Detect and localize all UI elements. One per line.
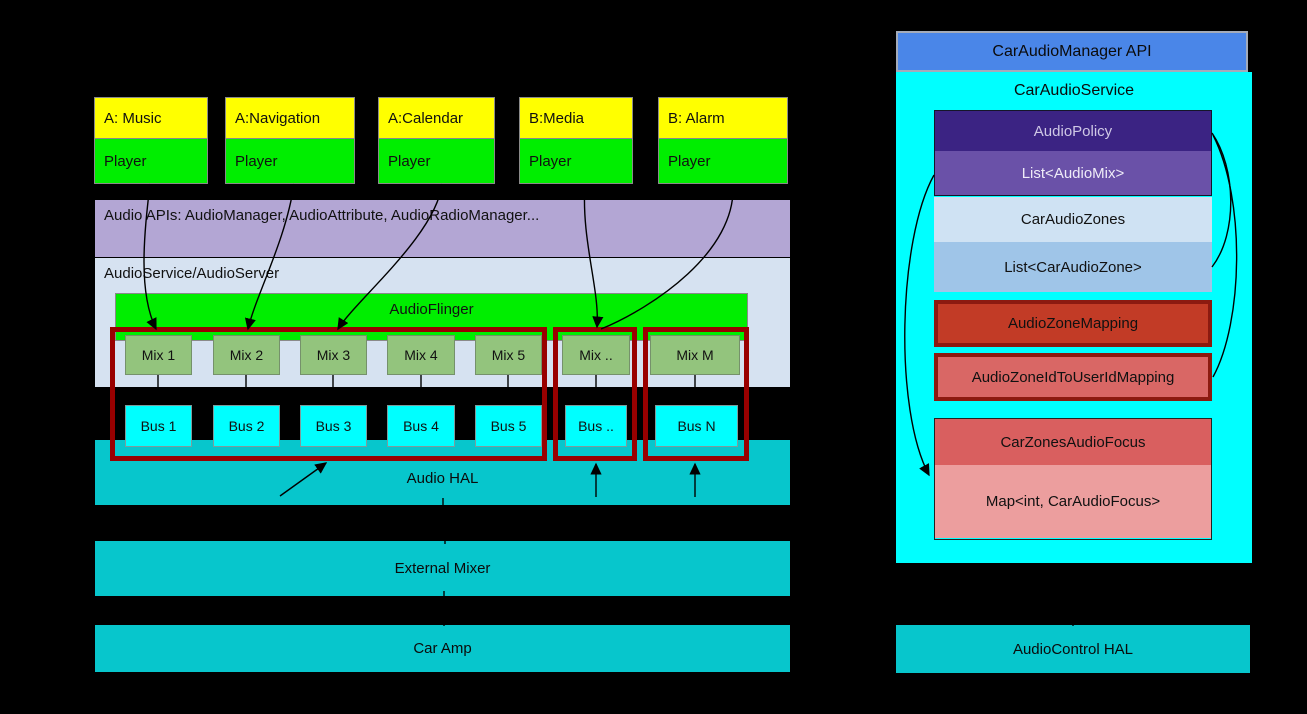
bus-box-2: Bus 2 — [213, 405, 280, 447]
mix-label: Mix 3 — [316, 347, 351, 363]
audio-zone-id-mapping-label: AudioZoneIdToUserIdMapping — [971, 368, 1175, 386]
app-label: B: Alarm — [668, 109, 725, 127]
mix-label: Mix M — [676, 347, 714, 363]
bus-label: Bus 4 — [403, 418, 439, 434]
bus-label: Bus .. — [578, 418, 614, 434]
bus-label: Bus 1 — [140, 418, 177, 434]
list-audiomix-label: List<AudioMix> — [1021, 164, 1125, 182]
app-label: B:Media — [529, 109, 585, 127]
car-audio-manager-api-bar: CarAudioManager API — [896, 31, 1248, 72]
bus-box-dots: Bus .. — [565, 405, 627, 447]
bus-box-3: Bus 3 — [300, 405, 367, 447]
list-caraudiozone-label: List<CarAudioZone> — [1004, 258, 1142, 276]
audio-hal-label: Audio HAL — [406, 470, 479, 487]
player-box-alarm: Player — [658, 139, 788, 184]
car-audio-manager-api-label: CarAudioManager API — [992, 42, 1152, 60]
audio-service-label: AudioService/AudioServer — [104, 265, 280, 282]
mix-label: Mix .. — [579, 347, 613, 363]
player-label: Player — [388, 152, 431, 170]
car-zones-audio-focus-block: CarZonesAudioFocus Map<int, CarAudioFocu… — [934, 418, 1212, 540]
audio-apis-label: Audio APIs: AudioManager, AudioAttribute… — [104, 207, 540, 224]
app-label: A:Calendar — [388, 109, 464, 127]
mix-box-3: Mix 3 — [300, 335, 367, 375]
external-mixer-bar: External Mixer — [95, 541, 790, 596]
car-audio-zones-label: CarAudioZones — [1020, 211, 1126, 228]
car-audio-service-label: CarAudioService — [1013, 82, 1135, 99]
audio-zone-mapping-box: AudioZoneMapping — [934, 300, 1212, 347]
mix-box-4: Mix 4 — [387, 335, 455, 375]
app-box-navigation: A:Navigation — [225, 97, 355, 139]
mix-box-2: Mix 2 — [213, 335, 280, 375]
app-box-alarm: B: Alarm — [658, 97, 788, 139]
app-box-media: B:Media — [519, 97, 633, 139]
player-box-music: Player — [94, 139, 208, 184]
mix-box-1: Mix 1 — [125, 335, 192, 375]
bus-label: Bus 2 — [228, 418, 265, 434]
map-caraudiofocus-box: Map<int, CarAudioFocus> — [935, 465, 1211, 538]
audio-policy-block: AudioPolicy List<AudioMix> — [934, 110, 1212, 196]
player-box-calendar: Player — [378, 139, 495, 184]
bus-label: Bus 3 — [315, 418, 352, 434]
car-amp-bar: Car Amp — [95, 625, 790, 672]
player-label: Player — [668, 152, 711, 170]
player-box-navigation: Player — [225, 139, 355, 184]
bus-box-4: Bus 4 — [387, 405, 455, 447]
audioflinger-bar: AudioFlinger — [115, 293, 748, 341]
player-label: Player — [529, 152, 572, 170]
mix-label: Mix 2 — [229, 347, 264, 363]
bus-box-n: Bus N — [655, 405, 738, 447]
list-audiomix-box: List<AudioMix> — [935, 151, 1211, 195]
map-caraudiofocus-label: Map<int, CarAudioFocus> — [985, 493, 1161, 510]
app-box-calendar: A:Calendar — [378, 97, 495, 139]
app-label: A: Music — [104, 109, 162, 127]
player-box-media: Player — [519, 139, 633, 184]
top-stub-lines — [151, 86, 706, 97]
app-label: A:Navigation — [235, 109, 321, 127]
bus-box-1: Bus 1 — [125, 405, 192, 447]
audio-policy-label: AudioPolicy — [1033, 122, 1113, 140]
player-label: Player — [104, 152, 147, 170]
bus-label: Bus N — [677, 418, 716, 434]
car-zones-audio-focus-box: CarZonesAudioFocus — [935, 419, 1211, 465]
audio-apis-layer: Audio APIs: AudioManager, AudioAttribute… — [95, 200, 790, 257]
audio-zone-id-to-user-id-mapping-box: AudioZoneIdToUserIdMapping — [934, 353, 1212, 401]
bus-box-5: Bus 5 — [475, 405, 542, 447]
app-box-music: A: Music — [94, 97, 208, 139]
mix-box-5: Mix 5 — [475, 335, 542, 375]
audio-hal-bar: Audio HAL — [95, 440, 790, 505]
car-amp-label: Car Amp — [413, 640, 472, 657]
mix-label: Mix 1 — [141, 347, 176, 363]
audiocontrol-hal-bar: AudioControl HAL — [896, 625, 1250, 673]
mix-label: Mix 5 — [491, 347, 526, 363]
car-zones-audio-focus-label: CarZonesAudioFocus — [1000, 433, 1146, 451]
car-audio-zones-box: CarAudioZones — [934, 197, 1212, 242]
car-audio-zones-block: CarAudioZones List<CarAudioZone> — [934, 197, 1212, 292]
player-label: Player — [235, 152, 278, 170]
audioflinger-label: AudioFlinger — [389, 301, 474, 318]
mix-box-dots: Mix .. — [562, 335, 630, 375]
list-caraudiozone-box: List<CarAudioZone> — [934, 242, 1212, 292]
external-mixer-label: External Mixer — [394, 560, 491, 577]
audio-zone-mapping-label: AudioZoneMapping — [1007, 315, 1139, 332]
mix-box-m: Mix M — [650, 335, 740, 375]
audiocontrol-hal-label: AudioControl HAL — [1012, 640, 1134, 658]
mix-label: Mix 4 — [404, 347, 438, 363]
bus-label: Bus 5 — [490, 418, 527, 434]
audio-policy-box: AudioPolicy — [935, 111, 1211, 151]
